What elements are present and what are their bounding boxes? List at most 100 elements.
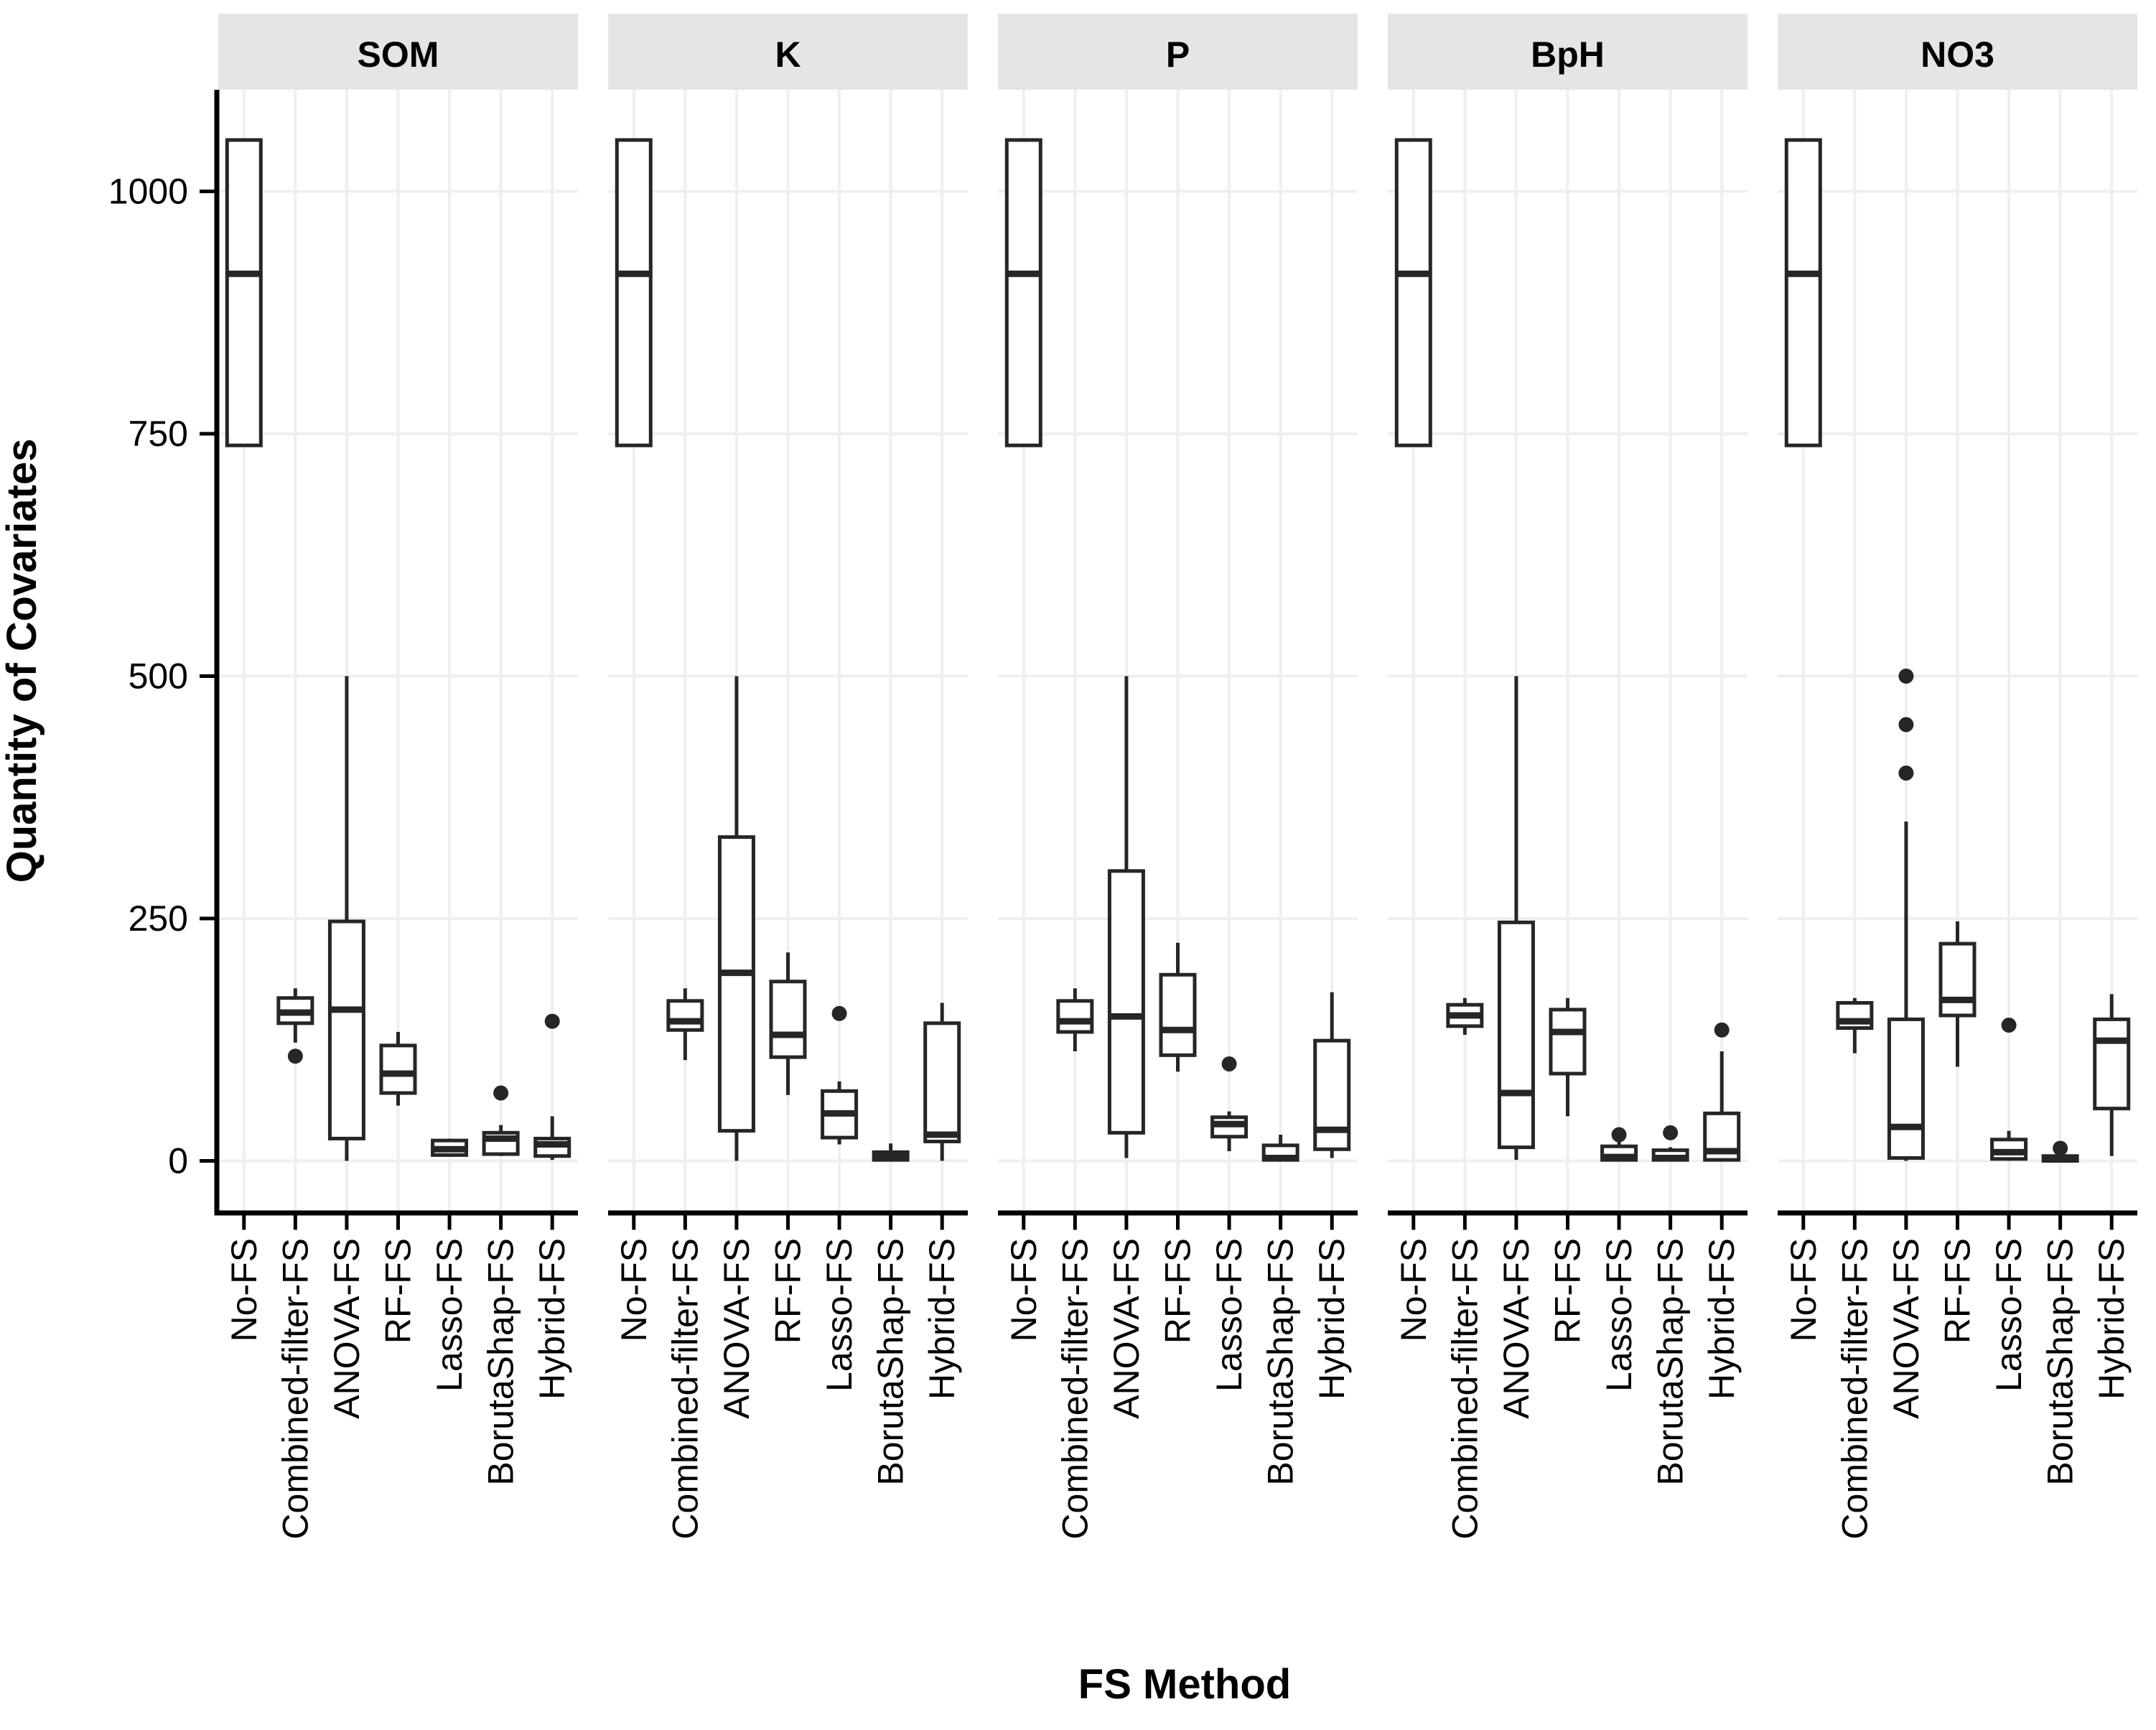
box-iqr [1004,138,1042,447]
boxplot-NO3-Hybrid-FS [2093,994,2131,1156]
box-iqr [769,980,807,1059]
x-tick-label: Hybrid-FS [532,1238,572,1400]
y-tick-label: 250 [129,898,188,939]
x-tick-label: ANOVA-FS [1106,1238,1147,1419]
boxplot-K-BorutaShap-FS [872,1143,910,1162]
outlier-point [1611,1127,1627,1143]
boxplot-SOM-Lasso-FS [431,1138,469,1157]
x-tick-label: Combined-filter-FS [1055,1238,1095,1540]
boxplot-P-Lasso-FS [1210,1056,1249,1151]
y-tick-label: 750 [129,414,188,454]
outlier-point [493,1085,509,1101]
boxplot-SOM-RF-FS [379,1031,417,1106]
boxplot-NO3-RF-FS [1938,921,1977,1067]
outlier-point [1898,717,1914,733]
x-tick-label: ANOVA-FS [327,1238,367,1419]
facet-panel-K: K No-FS Combined-filter-FS ANOVA-FS RF-FS Las… [608,14,968,1540]
x-tick-label: Hybrid-FS [1702,1238,1742,1400]
boxplot-SOM-Hybrid-FS [533,1013,571,1161]
x-tick-label: Combined-filter-FS [665,1238,705,1540]
x-tick-label: Lasso-FS [429,1238,470,1392]
strip-background [998,14,1358,90]
x-tick-label: ANOVA-FS [717,1238,757,1419]
x-tick-label: BorutaShap-FS [2040,1238,2081,1486]
x-tick-label: Combined-filter-FS [1834,1238,1875,1540]
facet-panel-BpH: BpH No-FS Combined-filter-FS ANOVA-FS RF-FS L… [1388,14,1747,1540]
box-iqr [1549,1008,1587,1076]
x-tick-label: RF-FS [1158,1238,1198,1344]
box-iqr [1107,869,1145,1135]
boxplot-K-RF-FS [769,952,807,1095]
facet-panel-SOM: SOM No-FS Combined-filter-FS ANOVA-FS RF-FS L… [218,14,578,1540]
strip-background [218,14,578,90]
box-iqr [615,138,653,447]
box-iqr [666,999,704,1032]
x-tick-label: RF-FS [768,1238,808,1344]
boxplot-SOM-Combined-filter-FS [276,988,314,1064]
box-iqr [1887,1017,1925,1160]
boxplot-P-No-FS [1004,138,1042,447]
boxplot-P-Hybrid-FS [1313,992,1351,1158]
boxplot-SOM-ANOVA-FS [327,676,365,1161]
boxplot-BpH-BorutaShap-FS [1651,1125,1689,1162]
box-iqr [2093,1017,2131,1111]
outlier-point [831,1005,847,1021]
strip-label: BpH [1531,34,1605,75]
outlier-point [2053,1140,2068,1156]
boxplot-K-ANOVA-FS [717,676,755,1161]
boxplot-NO3-Combined-filter-FS [1836,997,1874,1054]
x-tick-label: No-FS [1783,1238,1824,1341]
x-tick-label: ANOVA-FS [1886,1238,1926,1419]
facet-strip-K: K [608,14,968,90]
outlier-point [2001,1018,2017,1033]
box-iqr [1394,138,1432,447]
boxplot-P-ANOVA-FS [1107,676,1145,1158]
facet-strip-BpH: BpH [1388,14,1747,90]
x-tick-label: Hybrid-FS [2091,1238,2132,1400]
x-tick-label: Hybrid-FS [1312,1238,1352,1400]
box-iqr [225,138,263,447]
boxplot-P-RF-FS [1159,942,1197,1072]
boxplot-BpH-Lasso-FS [1600,1127,1638,1162]
x-tick-label: Lasso-FS [1209,1238,1249,1392]
x-tick-label: Hybrid-FS [922,1238,962,1400]
boxplot-SOM-BorutaShap-FS [482,1085,520,1156]
y-axis: 0 250 500 750 1000 [108,90,220,1216]
strip-label: NO3 [1921,34,1994,75]
box-iqr [1784,138,1822,447]
boxplot-BpH-Hybrid-FS [1703,1022,1741,1162]
x-tick-label: BorutaShap-FS [1651,1238,1691,1486]
boxplot-BpH-Combined-filter-FS [1446,997,1484,1035]
boxplot-BpH-ANOVA-FS [1497,676,1535,1161]
x-tick-label: BorutaShap-FS [481,1238,521,1486]
box-iqr [1497,920,1535,1150]
x-tick-label: Lasso-FS [1599,1238,1639,1392]
boxplot-K-Hybrid-FS [923,1003,961,1161]
facet-strip-NO3: NO3 [1778,14,2137,90]
outlier-point [1898,766,1914,781]
box-iqr [327,919,365,1140]
boxplot-K-Lasso-FS [821,1005,859,1145]
facet-strip-SOM: SOM [218,14,578,90]
x-tick-label: Combined-filter-FS [275,1238,315,1540]
boxplot-NO3-Lasso-FS [1990,1018,2028,1161]
boxplot-NO3-ANOVA-FS [1887,669,1925,1161]
facet-panel-P: P No-FS Combined-filter-FS ANOVA-FS RF-FS Las… [998,14,1358,1540]
y-tick-label: 1000 [108,172,188,212]
x-tick-label: RF-FS [1548,1238,1588,1344]
x-tick-label: Lasso-FS [1989,1238,2029,1392]
outlier-point [1221,1056,1237,1071]
x-axis-title: FS Method [1078,1661,1291,1708]
boxplot-P-Combined-filter-FS [1056,988,1094,1051]
strip-label: P [1166,34,1190,75]
y-tick-label: 500 [129,656,188,697]
box-iqr [1056,999,1094,1034]
boxplot-NO3-No-FS [1784,138,1822,447]
boxplot-SOM-No-FS [225,138,263,447]
x-tick-label: Lasso-FS [819,1238,859,1392]
outlier-point [544,1013,560,1029]
box-iqr [1938,941,1977,1018]
boxplot-BpH-No-FS [1394,138,1432,447]
